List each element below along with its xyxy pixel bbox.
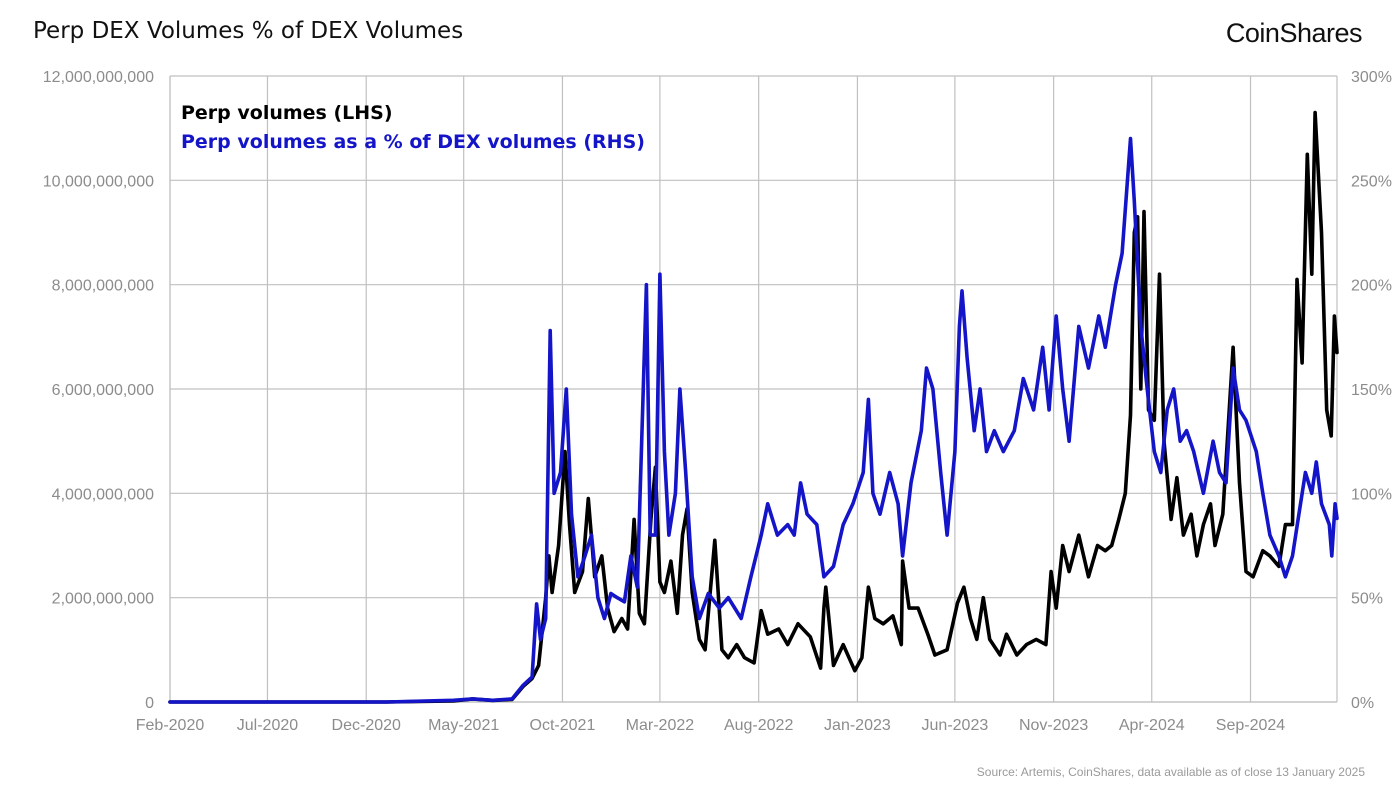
right-tick-label: 100% [1351, 486, 1392, 503]
x-tick-label: Feb-2020 [136, 717, 205, 734]
x-tick-label: May-2021 [428, 717, 499, 734]
left-axis-ticks: 0 2,000,000,000 4,000,000,000 6,000,000,000… [43, 69, 154, 712]
x-tick-label: Aug-2022 [724, 717, 793, 734]
x-tick-label: Jan-2023 [824, 717, 891, 734]
left-tick-label: 12,000,000,000 [43, 69, 154, 86]
right-tick-label: 50% [1351, 591, 1383, 608]
series-line-perp-share [168, 136, 1339, 704]
source-note: Source: Artemis, CoinShares, data availa… [976, 765, 1365, 779]
right-tick-label: 200% [1351, 278, 1392, 295]
left-tick-label: 2,000,000,000 [52, 591, 154, 608]
series-lines [168, 110, 1339, 704]
chart-title: Perp DEX Volumes % of DEX Volumes [33, 18, 464, 44]
x-axis-ticks: Feb-2020 Jul-2020 Dec-2020 May-2021 Oct-2021… [136, 717, 1286, 734]
right-tick-label: 150% [1351, 382, 1392, 399]
right-tick-label: 250% [1351, 173, 1392, 190]
left-tick-label: 4,000,000,000 [52, 486, 154, 503]
legend-item-perp-volumes: Perp volumes (LHS) [181, 102, 393, 124]
x-tick-label: Mar-2022 [626, 717, 695, 734]
x-tick-label: Dec-2020 [332, 717, 401, 734]
x-tick-label: Sep-2024 [1216, 717, 1285, 734]
x-tick-label: Nov-2023 [1019, 717, 1088, 734]
left-tick-label: 6,000,000,000 [52, 382, 154, 399]
right-tick-label: 300% [1351, 69, 1392, 86]
right-axis-ticks: 0% 50% 100% 150% 200% 250% 300% [1351, 69, 1392, 712]
left-tick-label: 0 [145, 695, 154, 712]
left-tick-label: 10,000,000,000 [43, 173, 154, 190]
legend-item-perp-share: Perp volumes as a % of DEX volumes (RHS) [181, 131, 645, 153]
coinshares-logo: CoinShares [1225, 18, 1363, 48]
left-tick-label: 8,000,000,000 [52, 278, 154, 295]
x-tick-label: Jun-2023 [922, 717, 989, 734]
x-tick-label: Apr-2024 [1119, 717, 1185, 734]
right-tick-label: 0% [1351, 695, 1374, 712]
chart-legend: Perp volumes (LHS) Perp volumes as a % o… [181, 102, 645, 153]
x-tick-label: Oct-2021 [530, 717, 596, 734]
series-line-perp-volumes [168, 110, 1339, 704]
x-tick-label: Jul-2020 [237, 717, 298, 734]
